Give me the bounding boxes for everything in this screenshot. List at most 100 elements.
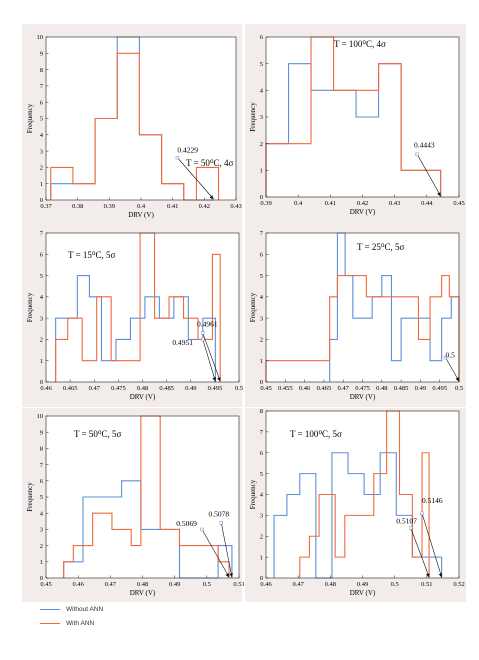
legend-line-with-ann <box>40 622 60 624</box>
annotation-label: 0.5078 <box>208 509 229 518</box>
x-tick-label: 0.485 <box>394 385 409 392</box>
y-tick-label: 6 <box>40 99 44 106</box>
x-tick-label: 0.47 <box>105 581 117 588</box>
annotation-arrowhead <box>437 192 441 197</box>
y-axis-label: Frequency <box>249 479 257 509</box>
x-tick-label: 0.48 <box>376 385 387 392</box>
annotation-label: 0.5069 <box>176 519 197 528</box>
annotation-marker <box>409 526 413 530</box>
y-tick-label: 9 <box>40 429 43 436</box>
y-tick-label: 8 <box>40 67 43 74</box>
x-tick-label: 0.41 <box>325 200 336 207</box>
y-tick-label: 4 <box>260 88 264 95</box>
annotation-leader-line <box>202 339 216 382</box>
x-tick-label: 0.495 <box>432 385 447 392</box>
histogram-series-with-ann <box>63 415 230 578</box>
annotation-marker <box>443 355 448 360</box>
x-tick-label: 0.49 <box>169 581 180 588</box>
y-tick-label: 1 <box>40 559 43 566</box>
y-tick-label: 2 <box>260 533 263 540</box>
x-tick-label: 0.45 <box>40 581 51 588</box>
legend-item-with-ann: With ANN <box>40 617 94 629</box>
annotation-marker <box>420 511 424 515</box>
y-tick-label: 5 <box>260 273 263 280</box>
histogram-panel-1: 0.37 0.38 0.39 0.4 0.41 0.42 0.43 0 1 2 3 4 5 6 7 8 9 10 D… <box>22 24 242 226</box>
x-tick-label: 0.43 <box>230 203 241 210</box>
annotation-leader-line <box>177 157 214 200</box>
x-tick-label: 0.48 <box>325 581 336 588</box>
x-tick-label: 0.46 <box>72 581 84 588</box>
y-tick-label: 4 <box>260 492 264 499</box>
annotation-label: 0.4961 <box>197 320 218 329</box>
y-tick-label: 3 <box>40 527 43 534</box>
x-tick-label: 0.475 <box>111 385 126 392</box>
x-tick-label: 0.465 <box>63 385 78 392</box>
annotation-marker <box>201 337 205 342</box>
y-axis-label: Frequency <box>249 102 257 132</box>
histogram-series-with-ann <box>299 410 430 578</box>
y-tick-label: 1 <box>260 554 263 561</box>
panel-title: T = 100⁰C, 5σ <box>290 429 342 439</box>
annotation-marker <box>175 155 180 160</box>
plot-area <box>46 416 239 578</box>
x-tick-label: 0.45 <box>453 200 464 207</box>
y-tick-label: 3 <box>40 315 43 322</box>
x-tick-label: 0.47 <box>338 385 350 392</box>
x-tick-label: 0.44 <box>421 200 433 207</box>
x-tick-label: 0.39 <box>104 203 115 210</box>
y-tick-label: 4 <box>260 294 264 301</box>
legend-label-without-ann: Without ANN <box>66 605 104 613</box>
y-tick-label: 8 <box>40 446 43 453</box>
annotation-arrowhead <box>455 377 459 382</box>
x-tick-label: 0.465 <box>317 385 332 392</box>
legend-item-without-ann: Without ANN <box>40 603 103 615</box>
y-axis-label: Frequency <box>249 292 257 322</box>
x-tick-label: 0.455 <box>278 385 293 392</box>
x-axis-label: DRV (V) <box>350 208 376 216</box>
annotation-label: 0.5146 <box>422 496 443 505</box>
panel-title: T = 25⁰C, 5σ <box>357 242 405 252</box>
x-tick-label: 0.51 <box>233 581 244 588</box>
x-tick-label: 0.42 <box>199 203 210 210</box>
y-tick-label: 8 <box>260 408 263 415</box>
plot-area <box>266 233 459 382</box>
annotation-label: 0.4443 <box>414 141 435 150</box>
histogram-series-without-ann <box>329 232 460 382</box>
annotation-leader-line <box>221 522 233 578</box>
panel-title: T = 50⁰C, 4σ <box>186 158 234 168</box>
y-tick-label: 2 <box>260 337 263 344</box>
y-tick-label: 5 <box>260 471 263 478</box>
y-tick-label: 7 <box>40 462 44 469</box>
annotation-label: 0.5 <box>445 351 455 360</box>
panel-title: T = 100⁰C, 4σ <box>334 39 386 49</box>
y-tick-label: 0 <box>40 575 43 582</box>
y-tick-label: 6 <box>40 478 44 485</box>
x-axis-label: DRV (V) <box>128 211 154 219</box>
annotation-marker <box>200 527 204 532</box>
annotation-leader-line <box>201 529 230 578</box>
y-tick-label: 0 <box>260 575 263 582</box>
x-tick-label: 0.51 <box>421 581 432 588</box>
y-tick-label: 0 <box>260 194 263 201</box>
y-axis-label: Frequency <box>26 292 34 322</box>
histogram-panel-3: 0.46 0.465 0.47 0.475 0.48 0.485 0.49 0.495 0.5 0… <box>22 223 243 407</box>
y-tick-label: 2 <box>40 337 43 344</box>
x-tick-label: 0.46 <box>40 385 52 392</box>
y-tick-label: 0 <box>40 197 43 204</box>
x-tick-label: 0.37 <box>40 203 52 210</box>
annotation-leader-line <box>445 357 460 382</box>
x-tick-label: 0.5 <box>455 385 463 392</box>
annotation-leader-line <box>421 513 442 578</box>
y-tick-label: 1 <box>260 358 263 365</box>
y-tick-label: 5 <box>40 494 43 501</box>
y-tick-label: 2 <box>260 141 263 148</box>
y-tick-label: 5 <box>260 61 263 68</box>
x-tick-label: 0.49 <box>357 581 368 588</box>
y-tick-label: 1 <box>260 168 263 175</box>
annotation-arrowhead <box>217 377 221 382</box>
x-tick-label: 0.38 <box>72 203 83 210</box>
histogram-series-with-ann <box>265 36 442 197</box>
x-tick-label: 0.39 <box>260 200 271 207</box>
y-tick-label: 6 <box>260 450 264 457</box>
histogram-panel-2: 0.39 0.4 0.41 0.42 0.43 0.44 0.45 0 1 2 3 4 5 6 DRV (V… <box>245 24 466 226</box>
